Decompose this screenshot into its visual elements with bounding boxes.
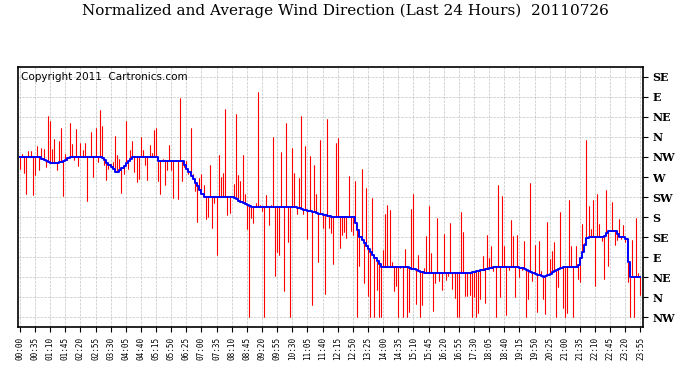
Text: Normalized and Average Wind Direction (Last 24 Hours)  20110726: Normalized and Average Wind Direction (L…: [81, 4, 609, 18]
Text: Copyright 2011  Cartronics.com: Copyright 2011 Cartronics.com: [21, 72, 188, 82]
